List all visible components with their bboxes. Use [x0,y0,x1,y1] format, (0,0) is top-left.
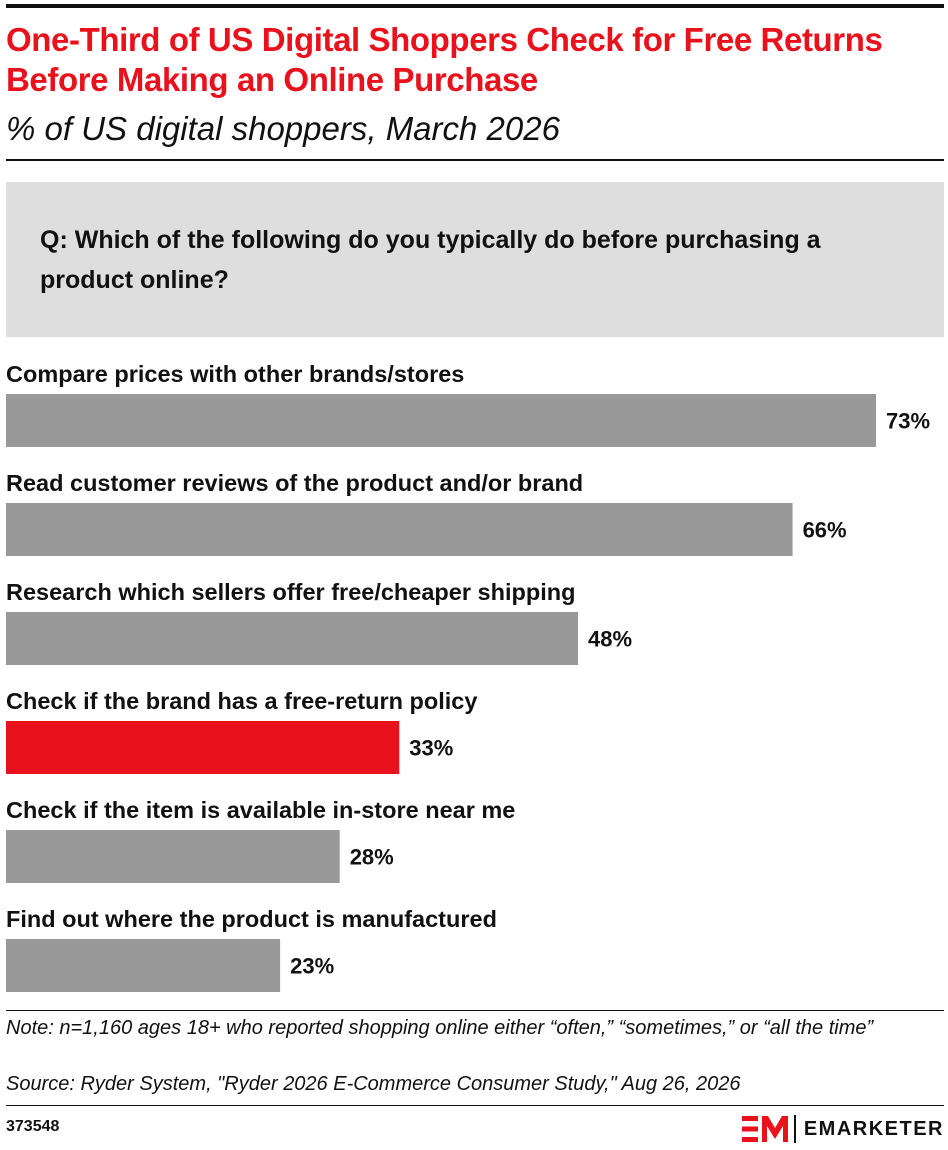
bar [6,830,340,883]
logo-separator [793,1115,796,1143]
bar [6,394,876,447]
emarketer-logo: EMARKETER [741,1114,944,1144]
subtitle-rule [6,159,944,161]
value-label: 66% [803,518,847,543]
category-label: Find out where the product is manufactur… [6,906,497,932]
chart-subtitle: % of US digital shoppers, March 2026 [6,110,560,147]
value-label: 23% [290,954,334,979]
bar [6,612,579,665]
top-rule [6,4,944,8]
chart-source: Source: Ryder System, "Ryder 2026 E-Comm… [6,1073,741,1095]
chart-note: Note: n=1,160 ages 18+ who reported shop… [6,1017,874,1039]
question-box: Q: Which of the following do you typical… [6,182,944,337]
bar [6,503,793,556]
category-label: Research which sellers offer free/cheape… [6,579,575,605]
category-label: Read customer reviews of the product and… [6,470,583,496]
category-label: Check if the item is available in-store … [6,797,515,823]
bar-highlighted [6,721,400,774]
chart-title: One-Third of US Digital Shoppers Check f… [6,21,883,98]
value-label: 28% [350,845,394,870]
bar-chart: Compare prices with other brands/stores 7… [6,361,930,992]
em-logo-icon [741,1116,788,1142]
logo-wordmark: EMARKETER [803,1117,944,1140]
footer-rule [6,1105,944,1106]
value-label: 33% [409,736,453,761]
category-label: Check if the brand has a free-return pol… [6,688,477,714]
chart-bottom-rule [6,1010,944,1011]
bar [6,939,281,992]
value-label: 73% [886,409,930,434]
value-label: 48% [588,627,632,652]
category-label: Compare prices with other brands/stores [6,361,464,387]
survey-question: Q: Which of the following do you typical… [40,226,821,294]
chart-id: 373548 [6,1118,60,1135]
